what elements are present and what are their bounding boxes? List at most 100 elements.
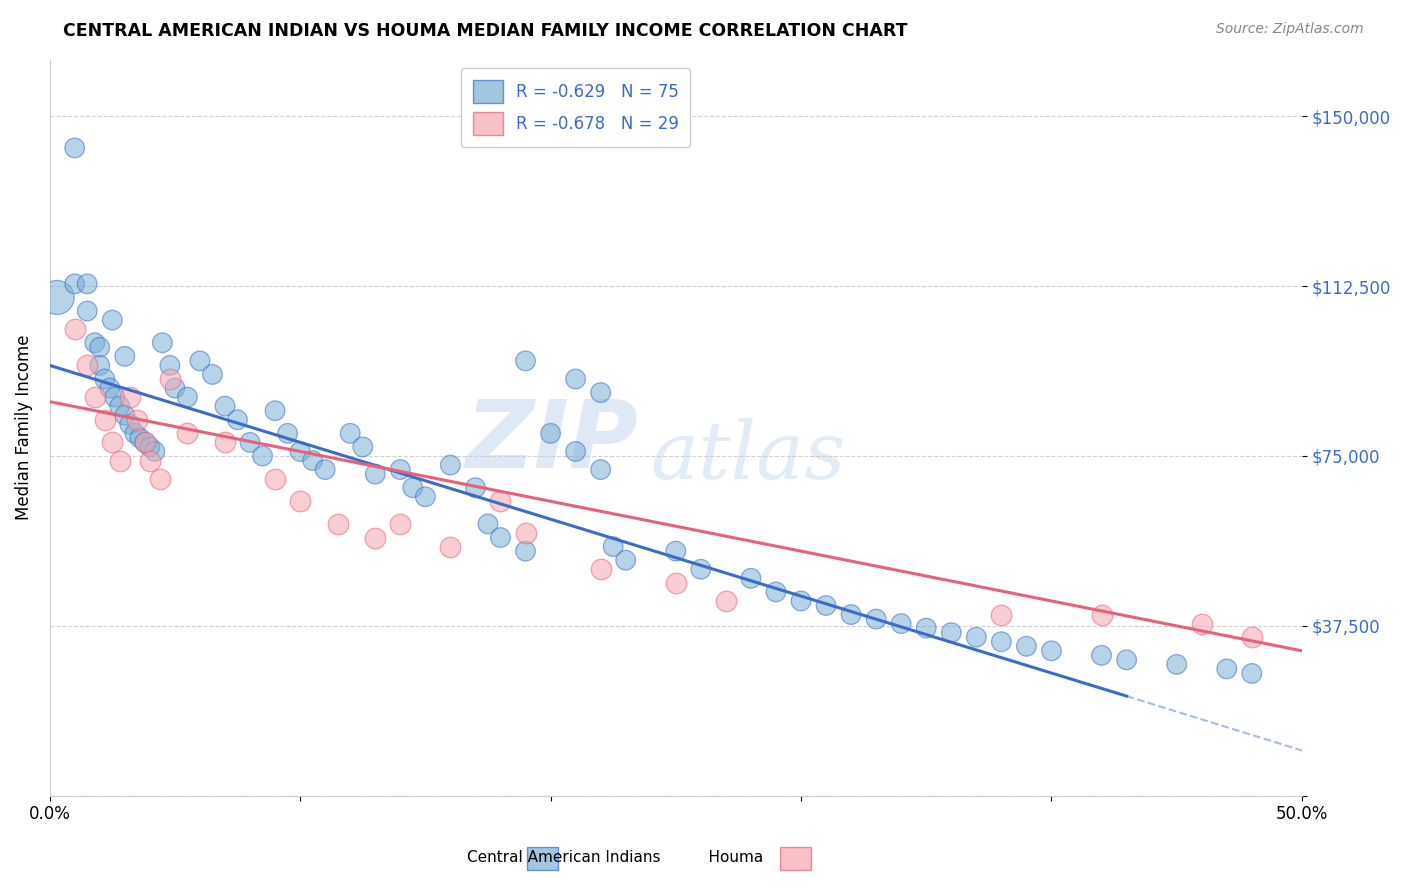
- Point: [114, 408, 136, 422]
- Point: [83, 390, 105, 404]
- Point: [364, 467, 387, 482]
- Point: [339, 426, 361, 441]
- Point: [159, 359, 181, 373]
- Point: [689, 562, 711, 576]
- Point: [139, 440, 162, 454]
- Point: [990, 607, 1012, 622]
- Point: [104, 390, 127, 404]
- Point: [1040, 644, 1063, 658]
- Point: [1090, 607, 1112, 622]
- Point: [389, 462, 412, 476]
- Text: Source: ZipAtlas.com: Source: ZipAtlas.com: [1216, 22, 1364, 37]
- Point: [815, 599, 838, 613]
- Point: [665, 575, 688, 590]
- Point: [108, 453, 131, 467]
- Point: [477, 516, 499, 531]
- Point: [665, 544, 688, 558]
- Point: [714, 594, 737, 608]
- Point: [150, 335, 173, 350]
- Point: [1090, 648, 1112, 663]
- Point: [790, 594, 813, 608]
- Point: [1015, 640, 1038, 654]
- Point: [118, 390, 141, 404]
- Point: [214, 399, 236, 413]
- Point: [134, 435, 156, 450]
- Point: [176, 390, 198, 404]
- Text: atlas: atlas: [651, 418, 846, 496]
- Point: [108, 399, 131, 413]
- Point: [965, 630, 987, 644]
- Point: [94, 413, 117, 427]
- Point: [1166, 657, 1188, 672]
- Point: [589, 462, 612, 476]
- Text: Houma: Houma: [689, 850, 763, 865]
- Point: [63, 141, 86, 155]
- Point: [252, 449, 274, 463]
- Point: [288, 444, 311, 458]
- Point: [1216, 662, 1239, 676]
- Point: [1240, 666, 1263, 681]
- Point: [564, 444, 586, 458]
- Point: [326, 516, 349, 531]
- Legend: R = -0.629   N = 75, R = -0.678   N = 29: R = -0.629 N = 75, R = -0.678 N = 29: [461, 68, 690, 147]
- Point: [239, 435, 262, 450]
- Point: [98, 381, 121, 395]
- Point: [127, 413, 149, 427]
- Text: ZIP: ZIP: [465, 396, 638, 489]
- Point: [589, 385, 612, 400]
- Point: [149, 472, 172, 486]
- Point: [134, 435, 156, 450]
- Point: [83, 335, 105, 350]
- Point: [264, 472, 287, 486]
- Point: [63, 322, 86, 336]
- Point: [489, 494, 512, 508]
- Point: [515, 544, 537, 558]
- Point: [226, 413, 249, 427]
- Text: Central American Indians: Central American Indians: [467, 850, 661, 865]
- Point: [364, 531, 387, 545]
- Point: [201, 368, 224, 382]
- Point: [94, 372, 117, 386]
- Point: [89, 340, 111, 354]
- Point: [124, 426, 146, 441]
- Point: [288, 494, 311, 508]
- Point: [865, 612, 887, 626]
- Point: [540, 426, 562, 441]
- Point: [489, 531, 512, 545]
- Point: [990, 634, 1012, 648]
- Point: [740, 571, 762, 585]
- Point: [941, 625, 963, 640]
- Point: [515, 354, 537, 368]
- Point: [277, 426, 299, 441]
- Point: [176, 426, 198, 441]
- Point: [159, 372, 181, 386]
- Point: [389, 516, 412, 531]
- Point: [352, 440, 374, 454]
- Point: [314, 462, 336, 476]
- Point: [464, 481, 486, 495]
- Point: [63, 277, 86, 291]
- Point: [163, 381, 186, 395]
- Point: [264, 403, 287, 417]
- Point: [515, 526, 537, 541]
- Point: [76, 277, 98, 291]
- Y-axis label: Median Family Income: Median Family Income: [15, 334, 32, 520]
- Point: [1115, 653, 1137, 667]
- Point: [76, 359, 98, 373]
- Text: CENTRAL AMERICAN INDIAN VS HOUMA MEDIAN FAMILY INCOME CORRELATION CHART: CENTRAL AMERICAN INDIAN VS HOUMA MEDIAN …: [63, 22, 908, 40]
- Point: [890, 616, 912, 631]
- Point: [415, 490, 437, 504]
- Point: [214, 435, 236, 450]
- Point: [101, 435, 124, 450]
- Point: [89, 359, 111, 373]
- Point: [589, 562, 612, 576]
- Point: [76, 304, 98, 318]
- Point: [602, 540, 624, 554]
- Point: [765, 585, 787, 599]
- Point: [46, 290, 69, 304]
- Point: [564, 372, 586, 386]
- Point: [188, 354, 211, 368]
- Point: [1240, 630, 1263, 644]
- Point: [128, 431, 150, 445]
- Point: [301, 453, 323, 467]
